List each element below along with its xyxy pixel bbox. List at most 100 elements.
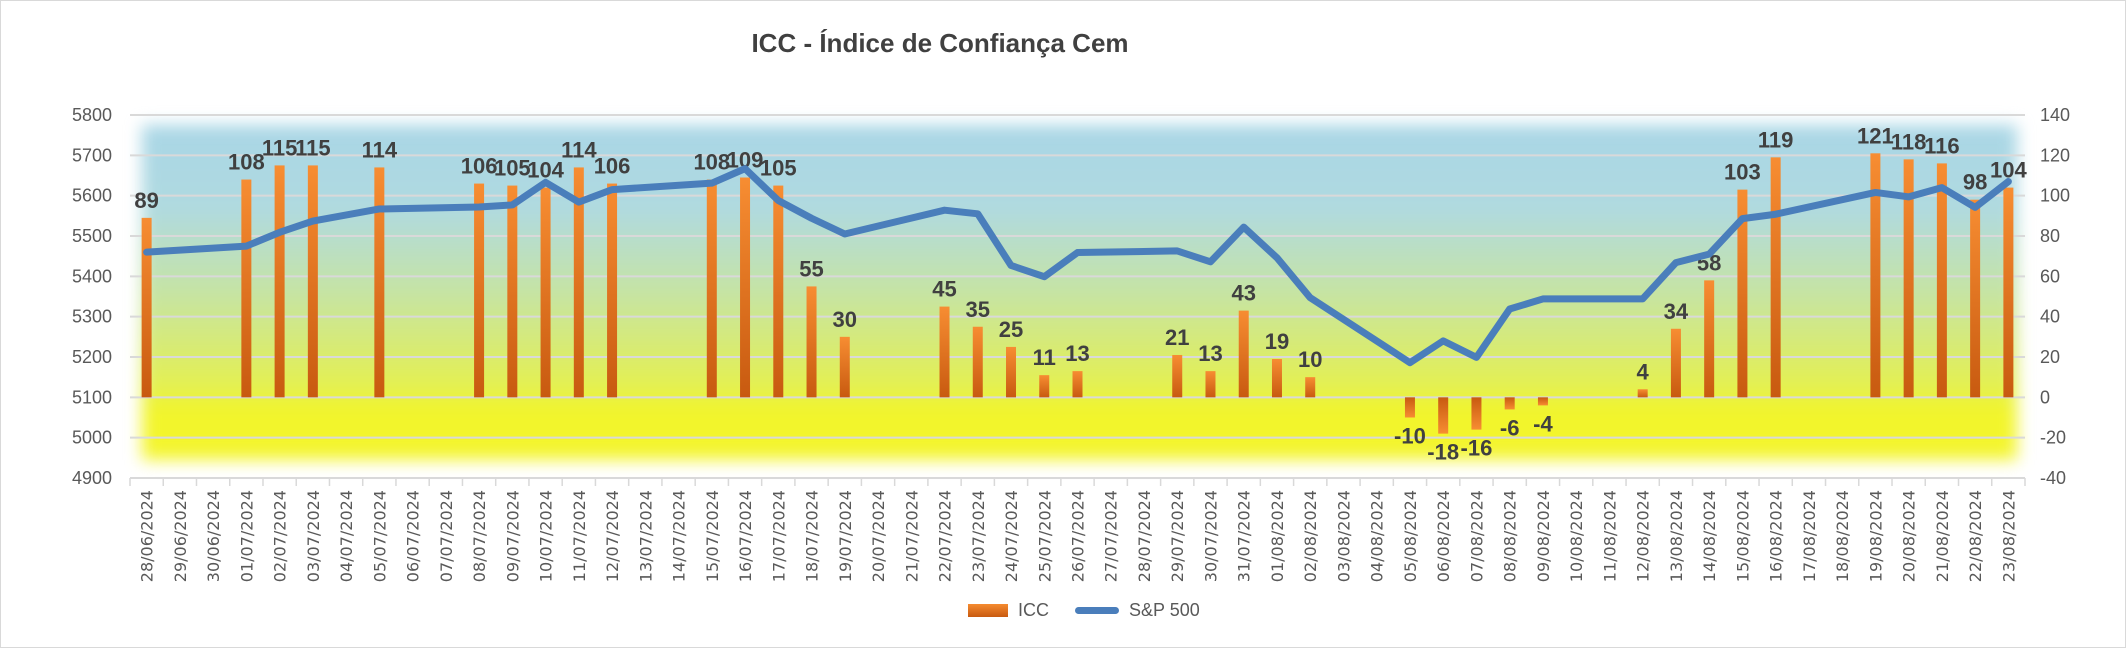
icc-bar (374, 167, 385, 398)
x-axis-label: 19/07/2024 (836, 490, 855, 582)
x-axis-label: 16/08/2024 (1767, 490, 1786, 582)
x-axis-label: 11/07/2024 (570, 490, 589, 582)
icc-data-label: 34 (1664, 299, 1689, 324)
icc-bar (474, 183, 485, 398)
x-axis-label: 22/08/2024 (1966, 490, 1985, 582)
icc-data-label: 43 (1231, 281, 1255, 306)
x-axis-label: 09/08/2024 (1534, 490, 1553, 582)
legend-sp500-label: S&P 500 (1129, 600, 1200, 620)
icc-bar (540, 187, 551, 398)
icc-bar (1504, 397, 1515, 410)
right-axis-tick: 120 (2040, 145, 2070, 165)
icc-bar (573, 167, 584, 398)
x-axis-label: 05/08/2024 (1401, 490, 1420, 582)
icc-bar (1936, 163, 1947, 398)
icc-data-label: -18 (1427, 440, 1459, 465)
icc-bar (1172, 354, 1183, 398)
left-axis-tick: 4900 (72, 468, 112, 488)
icc-data-label: -4 (1533, 411, 1553, 436)
x-axis-label: 29/06/2024 (171, 490, 190, 582)
x-axis-label: 12/08/2024 (1634, 490, 1653, 582)
icc-bar (1404, 397, 1415, 418)
right-axis-tick: -20 (2040, 428, 2066, 448)
icc-data-label: 115 (295, 135, 331, 160)
x-axis-label: 03/07/2024 (304, 490, 323, 582)
icc-bar (1670, 328, 1681, 398)
icc-data-label: 21 (1165, 325, 1189, 350)
icc-bar (773, 185, 784, 398)
x-axis-label: 21/08/2024 (1933, 490, 1952, 582)
icc-bar (706, 179, 717, 398)
icc-data-label: -10 (1394, 424, 1426, 449)
x-axis-label: 12/07/2024 (603, 490, 622, 582)
x-axis-label: 02/07/2024 (271, 490, 290, 582)
icc-bar (1903, 159, 1914, 398)
icc-data-label: 45 (932, 277, 956, 302)
x-axis-label: 25/07/2024 (1035, 490, 1054, 582)
right-axis-tick: 60 (2040, 266, 2060, 286)
icc-bar (1072, 371, 1083, 398)
icc-data-label: 98 (1963, 170, 1987, 195)
icc-data-label: 114 (362, 137, 398, 162)
icc-bar (1039, 375, 1050, 398)
x-axis-label: 19/08/2024 (1866, 490, 1885, 582)
icc-data-label: 10 (1298, 347, 1322, 372)
left-axis-tick: 5100 (72, 387, 112, 407)
icc-data-label: 30 (833, 307, 857, 332)
x-axis-label: 23/08/2024 (1999, 490, 2018, 582)
x-axis-label: 03/08/2024 (1334, 490, 1353, 582)
x-axis-label: 21/07/2024 (902, 490, 921, 582)
x-axis-label: 07/07/2024 (437, 490, 456, 582)
x-axis-label: 06/07/2024 (404, 490, 423, 582)
icc-bar (1271, 359, 1282, 398)
icc-bar (1770, 157, 1781, 398)
icc-data-label: 55 (799, 256, 823, 281)
x-axis-label: 09/07/2024 (503, 490, 522, 582)
x-axis-label: 10/07/2024 (537, 490, 556, 582)
x-axis-label: 24/07/2024 (1002, 490, 1021, 582)
icc-bar (1537, 397, 1548, 406)
icc-data-label: 105 (760, 156, 797, 181)
icc-data-label: 118 (1891, 129, 1927, 154)
x-axis-label: 13/08/2024 (1667, 490, 1686, 582)
x-axis-label: 05/07/2024 (370, 490, 389, 582)
x-axis-label: 01/08/2024 (1268, 490, 1287, 582)
x-axis-label: 08/08/2024 (1501, 490, 1520, 582)
icc-data-label: 4 (1637, 359, 1650, 384)
icc-bar (1737, 189, 1748, 398)
right-axis-tick: 100 (2040, 186, 2070, 206)
icc-bar (1305, 377, 1316, 398)
chart-title: ICC - Índice de Confiança Cem (751, 28, 1129, 58)
x-axis-label: 02/08/2024 (1301, 490, 1320, 582)
x-axis-label: 08/07/2024 (470, 490, 489, 582)
icc-data-label: 89 (134, 188, 158, 213)
x-axis-label: 04/07/2024 (337, 490, 356, 582)
icc-bar (1438, 397, 1449, 434)
icc-bar (740, 177, 751, 398)
right-axis-tick: 0 (2040, 387, 2050, 407)
x-axis-label: 07/08/2024 (1467, 490, 1486, 582)
icc-data-label: 116 (1924, 133, 1960, 158)
sp500-line (143, 165, 2012, 367)
x-axis-label: 26/07/2024 (1069, 490, 1088, 582)
x-axis-label: 14/07/2024 (670, 490, 689, 582)
x-axis-label: 01/07/2024 (237, 490, 256, 582)
x-axis-label: 28/07/2024 (1135, 490, 1154, 582)
right-axis-tick: 140 (2040, 105, 2070, 125)
icc-bar (806, 286, 817, 398)
icc-bar (274, 165, 285, 398)
left-axis-tick: 5700 (72, 145, 112, 165)
left-axis-tick: 5200 (72, 347, 112, 367)
icc-data-label: 19 (1265, 329, 1289, 354)
x-axis-label: 11/08/2024 (1600, 490, 1619, 582)
x-axis-label: 22/07/2024 (936, 490, 955, 582)
icc-bar (607, 183, 618, 398)
legend: ICC S&P 500 (968, 600, 1200, 621)
x-axis-label: 17/07/2024 (769, 490, 788, 582)
icc-data-label: 103 (1724, 160, 1761, 185)
icc-data-label: 35 (966, 297, 990, 322)
x-axis-label: 04/08/2024 (1368, 490, 1387, 582)
icc-data-label: 25 (999, 317, 1023, 342)
x-axis-label: 29/07/2024 (1168, 490, 1187, 582)
